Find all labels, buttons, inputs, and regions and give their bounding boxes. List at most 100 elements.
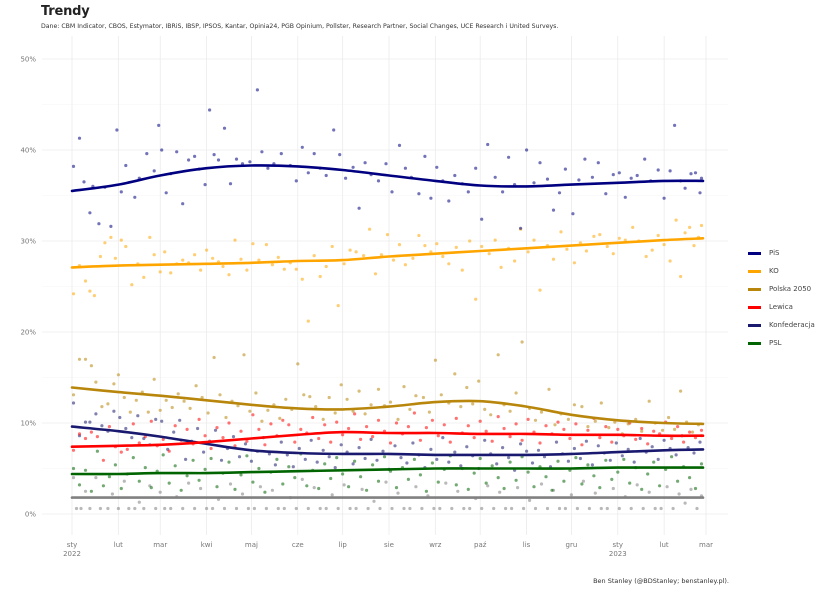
poll-point-psl	[598, 486, 602, 490]
poll-point-polska-2050	[212, 355, 216, 360]
poll-point-pis	[97, 222, 101, 226]
poll-point-ko	[83, 279, 88, 283]
poll-point-polska-2050	[647, 399, 651, 403]
poll-point-konfederacja	[184, 457, 188, 461]
poll-point-pis	[157, 123, 161, 127]
poll-point-pis	[689, 172, 693, 176]
legend-label: Polska 2050	[769, 285, 812, 293]
poll-point-ko	[532, 238, 536, 242]
poll-point-psl	[149, 486, 153, 490]
poll-point-konfederacja	[393, 444, 397, 448]
trend-line-psl	[70, 466, 705, 476]
grid	[42, 36, 728, 535]
poll-point-ko	[688, 225, 692, 229]
poll-point-lewica	[299, 427, 303, 431]
poll-point-psl	[191, 458, 195, 462]
legend-label: PSL	[769, 339, 782, 347]
poll-point-ko	[205, 248, 209, 252]
poll-point-psl	[83, 468, 88, 472]
poll-point-psl	[179, 488, 183, 492]
poll-point-psl	[167, 481, 171, 485]
poll-point-konfederacja	[650, 445, 654, 449]
poll-point-polska-2050	[116, 373, 120, 377]
poll-point-pis	[668, 169, 672, 173]
trend-line-pis	[70, 164, 705, 193]
poll-point-pis	[260, 150, 264, 154]
poll-point-inne	[665, 485, 669, 489]
poll-point-inne	[163, 506, 167, 511]
poll-point-konfederacja	[94, 412, 98, 416]
poll-point-pis	[279, 152, 283, 156]
poll-point-konfederacja	[315, 460, 319, 464]
poll-point-psl	[257, 466, 261, 471]
poll-point-ko	[592, 234, 596, 238]
chart-caption: Ben Stanley (@BDStanley; benstanley.pl).	[593, 577, 729, 585]
poll-point-psl	[215, 485, 219, 489]
poll-point-polska-2050	[194, 384, 198, 388]
poll-point-polska-2050	[308, 395, 312, 399]
poll-point-ko	[270, 263, 274, 267]
y-tick-label: 0%	[25, 511, 36, 519]
poll-point-polska-2050	[433, 358, 437, 362]
poll-point-konfederacja	[620, 454, 624, 458]
poll-point-inne	[545, 506, 550, 511]
poll-point-pis	[474, 166, 478, 170]
poll-point-lewica	[646, 442, 650, 446]
poll-point-konfederacja	[291, 465, 295, 469]
poll-point-ko	[623, 238, 627, 242]
poll-point-konfederacja	[614, 441, 618, 445]
x-tick-label: sie	[384, 541, 394, 549]
poll-point-konfederacja	[321, 448, 325, 452]
poll-point-ko	[441, 254, 445, 259]
poll-point-ko	[368, 227, 372, 231]
poll-point-lewica	[365, 425, 369, 429]
poll-point-inne	[342, 483, 346, 487]
poll-point-psl	[550, 488, 554, 492]
poll-point-ko	[650, 248, 654, 252]
poll-point-polska-2050	[520, 340, 524, 344]
poll-point-ko	[598, 233, 602, 237]
poll-point-psl	[693, 486, 698, 491]
poll-point-psl	[382, 455, 387, 459]
poll-point-inne	[635, 483, 639, 487]
poll-point-psl	[688, 476, 692, 480]
poll-point-psl	[478, 456, 482, 461]
poll-point-ko	[559, 230, 563, 234]
poll-point-polska-2050	[164, 398, 168, 402]
poll-point-inne	[142, 506, 146, 511]
poll-point-lewica	[508, 435, 512, 439]
poll-point-inne	[504, 506, 508, 511]
poll-point-konfederacja	[590, 463, 595, 467]
poll-point-konfederacja	[231, 435, 236, 439]
poll-point-psl	[317, 486, 321, 491]
poll-point-lewica	[77, 432, 82, 436]
poll-point-psl	[562, 479, 566, 483]
y-tick-label: 50%	[20, 56, 36, 64]
trend-line-ko	[70, 237, 705, 269]
poll-point-psl	[131, 456, 135, 460]
poll-point-pis	[501, 190, 505, 194]
poll-point-lewica	[71, 448, 76, 452]
poll-point-pis	[344, 176, 348, 180]
poll-point-lewica	[371, 435, 375, 439]
poll-point-pis	[71, 164, 76, 168]
poll-point-pis	[193, 154, 197, 158]
poll-point-inne	[282, 506, 286, 511]
poll-point-ko	[644, 254, 648, 259]
poll-point-lewica	[670, 436, 674, 441]
poll-point-polska-2050	[690, 430, 695, 434]
poll-point-polska-2050	[296, 362, 300, 366]
poll-point-lewica	[227, 421, 231, 425]
poll-point-polska-2050	[206, 411, 210, 415]
poll-point-lewica	[203, 434, 207, 438]
poll-point-konfederacja	[674, 453, 678, 457]
poll-point-psl	[95, 449, 99, 453]
poll-point-inne	[122, 479, 126, 483]
poll-point-polska-2050	[661, 428, 665, 432]
poll-point-psl	[287, 465, 291, 469]
poll-point-inne	[98, 506, 102, 511]
poll-point-psl	[77, 483, 82, 487]
poll-point-lewica	[454, 416, 458, 420]
x-tick-label: mar	[699, 541, 713, 549]
